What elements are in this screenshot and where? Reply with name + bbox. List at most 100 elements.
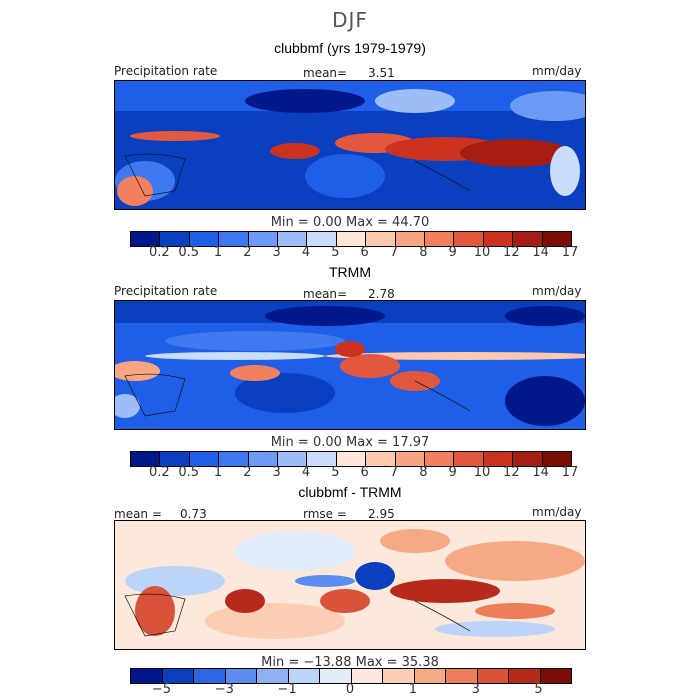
precip-colorbar-tick-label: 0.5 xyxy=(178,465,199,480)
panel3-rmse-value: 2.95 xyxy=(368,507,395,521)
precip-colorbar-tick-label: 1 xyxy=(213,465,223,480)
precip-colorbar-swatch xyxy=(366,452,396,466)
panel3-subtitle: clubbmf - TRMM xyxy=(298,484,402,500)
panel2-units: mm/day xyxy=(532,284,582,298)
diff-colorbar-swatch xyxy=(194,669,226,683)
precip-colorbar-swatch xyxy=(248,232,279,246)
diff-colorbar-tick-label: 1 xyxy=(408,682,417,697)
precip-colorbar-swatch xyxy=(219,452,249,466)
diff-colorbar-swatch xyxy=(509,669,541,683)
panel2-mean-value: 2.78 xyxy=(368,287,395,301)
precip-colorbar-swatch xyxy=(513,452,543,466)
panel2-precip-map xyxy=(114,300,586,430)
precip-colorbar-swatch xyxy=(278,452,308,466)
precip-colorbar-swatch xyxy=(483,452,514,466)
precip-colorbar-swatch xyxy=(395,232,426,246)
precip-colorbar-swatch xyxy=(366,232,396,246)
diff-colorbar-tick-label: 3 xyxy=(471,682,480,697)
panel3-minmax: Min = −13.88 Max = 35.38 xyxy=(261,655,439,670)
precip-colorbar-swatch xyxy=(131,452,161,466)
precip-colorbar-tick-label: 8 xyxy=(419,245,428,260)
precip-colorbar-tick-label: 1 xyxy=(213,245,223,260)
precip-colorbar-tick-label: 17 xyxy=(561,245,579,260)
diff-colorbar-swatch xyxy=(131,669,163,683)
panel3-mean-label: mean = xyxy=(114,507,162,521)
diff-colorbar-swatch xyxy=(225,669,257,683)
precip-colorbar-tick-label: 3 xyxy=(272,465,281,480)
precip-colorbar-tick-label: 6 xyxy=(360,245,369,260)
panel1-units: mm/day xyxy=(532,64,582,78)
figure-title: DJF xyxy=(332,8,368,32)
diff-colorbar-swatch xyxy=(446,669,478,683)
panel2-colorbar xyxy=(130,451,572,467)
diff-colorbar-swatch xyxy=(320,669,352,683)
diff-colorbar-tick-label: −1 xyxy=(277,682,297,697)
precip-colorbar-swatch xyxy=(248,452,279,466)
panel2-subtitle: TRMM xyxy=(329,264,371,280)
panel3-mean-value: 0.73 xyxy=(180,507,207,521)
precip-colorbar-swatch xyxy=(542,452,572,466)
panel1-subtitle: clubbmf (yrs 1979-1979) xyxy=(274,40,426,56)
panel1-map-image xyxy=(115,81,585,209)
panel1-colorbar xyxy=(130,231,572,247)
precip-colorbar-swatch xyxy=(483,232,514,246)
diff-colorbar-swatch xyxy=(162,669,194,683)
precip-colorbar-tick-label: 0.2 xyxy=(148,245,170,260)
diff-colorbar-tick-label: −5 xyxy=(151,682,171,697)
panel1-mean-label: mean= xyxy=(303,66,348,80)
panel3-map-image xyxy=(115,521,585,649)
precip-colorbar-tick-label: 9 xyxy=(448,245,457,260)
precip-colorbar-tick-label: 6 xyxy=(360,465,369,480)
panel3-colorbar xyxy=(130,668,572,684)
precip-colorbar-tick-label: 14 xyxy=(532,465,549,480)
diff-colorbar-swatch xyxy=(257,669,289,683)
precip-colorbar-tick-label: 12 xyxy=(503,245,520,260)
panel1-minmax: Min = 0.00 Max = 44.70 xyxy=(270,215,430,230)
panel2-field-label: Precipitation rate xyxy=(114,284,218,298)
precip-colorbar-tick-label: 4 xyxy=(301,245,311,260)
diff-colorbar-tick-label: −3 xyxy=(214,682,234,697)
precip-colorbar-tick-label: 17 xyxy=(561,465,579,480)
precip-colorbar-tick-label: 5 xyxy=(331,245,340,260)
precip-colorbar-swatch xyxy=(425,232,455,246)
precip-colorbar-swatch xyxy=(131,232,161,246)
precip-colorbar-tick-label: 9 xyxy=(448,465,457,480)
precip-colorbar-swatch xyxy=(454,232,484,246)
precip-colorbar-swatch xyxy=(542,232,572,246)
diff-colorbar-swatch xyxy=(414,669,446,683)
precip-colorbar-tick-label: 5 xyxy=(331,465,340,480)
precip-colorbar-swatch xyxy=(189,452,220,466)
panel3-rmse-label: rmse = xyxy=(303,507,347,521)
panel3-difference-map xyxy=(114,520,586,650)
panel3-units: mm/day xyxy=(532,505,582,519)
precip-colorbar-swatch xyxy=(278,232,308,246)
precip-colorbar-swatch xyxy=(425,452,455,466)
precip-colorbar-swatch xyxy=(395,452,426,466)
diff-colorbar-swatch xyxy=(288,669,320,683)
precip-colorbar-tick-label: 7 xyxy=(389,465,399,480)
panel2-minmax: Min = 0.00 Max = 17.97 xyxy=(270,435,430,450)
panel1-mean-value: 3.51 xyxy=(368,66,395,80)
precip-colorbar-swatch xyxy=(454,452,484,466)
diff-colorbar-swatch xyxy=(351,669,383,683)
diff-colorbar-swatch xyxy=(383,669,415,683)
precip-colorbar-tick-label: 8 xyxy=(419,465,428,480)
precip-colorbar-tick-label: 4 xyxy=(301,465,311,480)
panel2-map-image xyxy=(115,301,585,429)
precip-colorbar-tick-label: 12 xyxy=(503,465,520,480)
precip-colorbar-tick-label: 0.2 xyxy=(148,465,170,480)
precip-colorbar-swatch xyxy=(160,452,190,466)
precip-colorbar-swatch xyxy=(307,452,337,466)
precip-colorbar-swatch xyxy=(307,232,337,246)
panel2-mean-label: mean= xyxy=(303,287,348,301)
diff-colorbar-swatch xyxy=(477,669,509,683)
precip-colorbar-swatch xyxy=(336,452,367,466)
precip-colorbar-tick-label: 14 xyxy=(532,245,549,260)
panel1-field-label: Precipitation rate xyxy=(114,64,218,78)
precip-colorbar-tick-label: 2 xyxy=(243,245,252,260)
diff-colorbar-tick-label: 0 xyxy=(345,682,355,697)
precip-colorbar-swatch xyxy=(336,232,367,246)
diff-colorbar-tick-label: 5 xyxy=(534,682,543,697)
precip-colorbar-tick-label: 0.5 xyxy=(178,245,199,260)
precip-colorbar-tick-label: 3 xyxy=(272,245,281,260)
